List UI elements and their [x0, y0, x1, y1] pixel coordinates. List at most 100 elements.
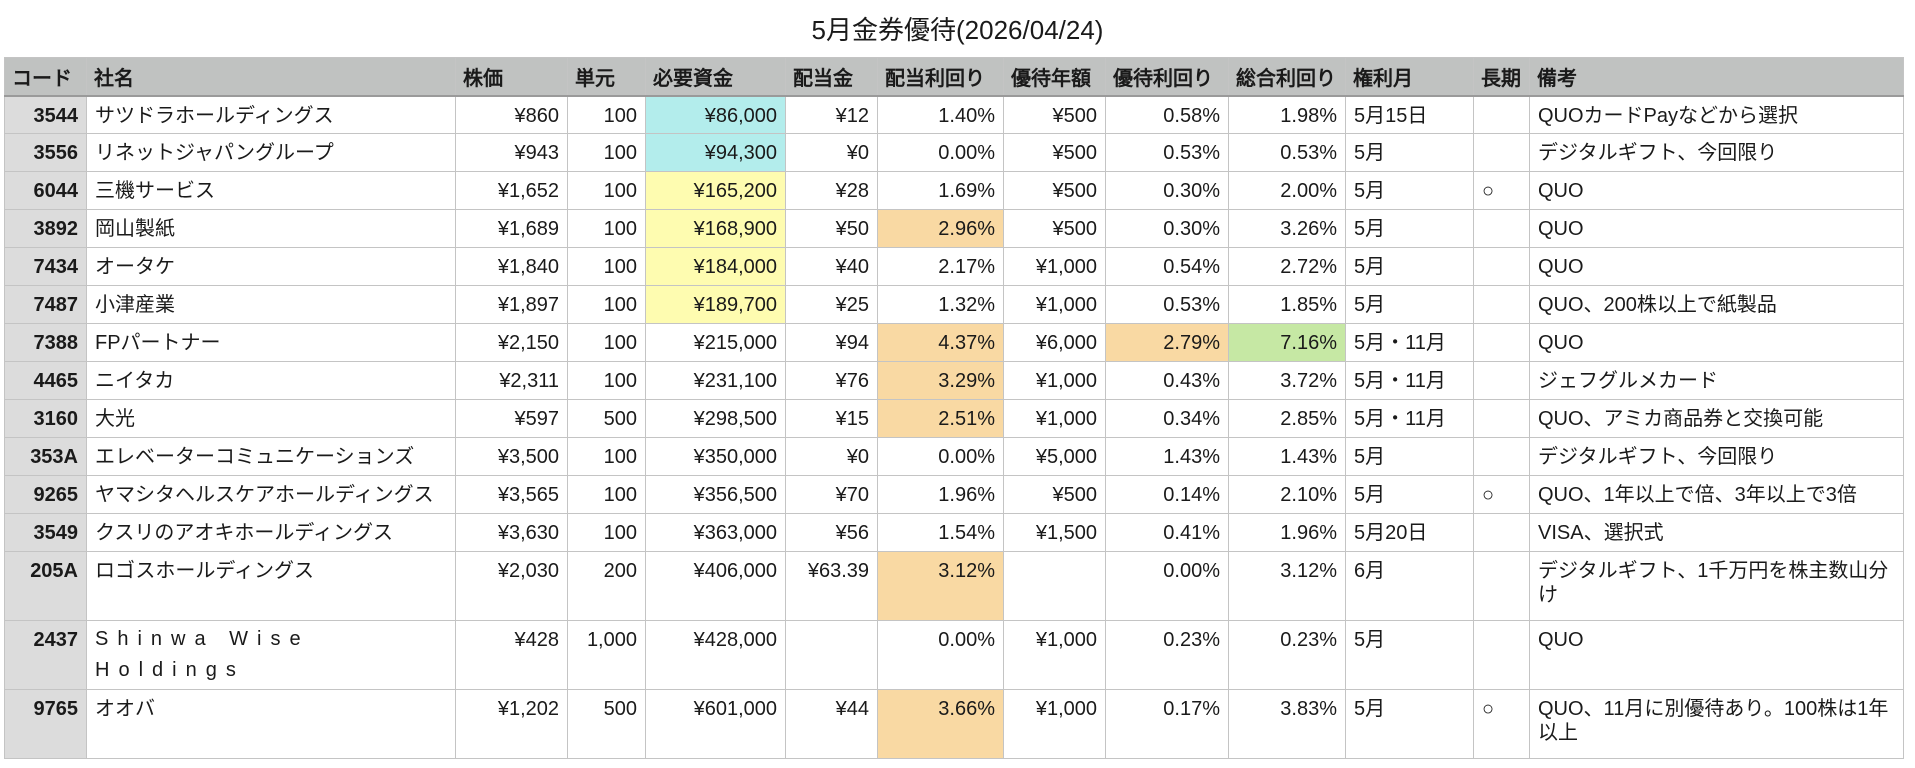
cell-dividend-yield[interactable]: 1.32%	[877, 285, 1004, 324]
cell-unit[interactable]: 500	[567, 689, 646, 759]
header-benefit-yield[interactable]: 優待利回り	[1105, 57, 1229, 97]
cell-notes[interactable]: QUO	[1529, 323, 1904, 362]
cell-total-yield[interactable]: 3.72%	[1228, 361, 1346, 400]
cell-total-yield[interactable]: 1.43%	[1228, 437, 1346, 476]
cell-required-capital[interactable]: ¥428,000	[645, 620, 786, 690]
cell-required-capital[interactable]: ¥363,000	[645, 513, 786, 552]
cell-dividend[interactable]	[785, 620, 878, 690]
cell-unit[interactable]: 100	[567, 323, 646, 362]
header-notes[interactable]: 備考	[1529, 57, 1904, 97]
cell-code[interactable]: 353A	[4, 437, 87, 476]
cell-dividend-yield[interactable]: 3.12%	[877, 551, 1004, 621]
cell-benefit-yield[interactable]: 0.30%	[1105, 209, 1229, 248]
cell-price[interactable]: ¥943	[455, 133, 568, 172]
cell-benefit-amount[interactable]: ¥1,000	[1003, 689, 1106, 759]
cell-total-yield[interactable]: 2.10%	[1228, 475, 1346, 514]
cell-required-capital[interactable]: ¥231,100	[645, 361, 786, 400]
cell-benefit-yield[interactable]: 0.41%	[1105, 513, 1229, 552]
cell-long-term[interactable]	[1473, 437, 1530, 476]
cell-dividend-yield[interactable]: 2.51%	[877, 399, 1004, 438]
cell-company-name[interactable]: ニイタカ	[86, 361, 456, 400]
cell-unit[interactable]: 100	[567, 247, 646, 286]
cell-unit[interactable]: 100	[567, 437, 646, 476]
cell-benefit-yield[interactable]: 0.23%	[1105, 620, 1229, 690]
cell-price[interactable]: ¥428	[455, 620, 568, 690]
cell-dividend-yield[interactable]: 3.66%	[877, 689, 1004, 759]
cell-required-capital[interactable]: ¥94,300	[645, 133, 786, 172]
cell-long-term[interactable]	[1473, 361, 1530, 400]
cell-price[interactable]: ¥597	[455, 399, 568, 438]
cell-price[interactable]: ¥860	[455, 95, 568, 134]
cell-company-name[interactable]: 大光	[86, 399, 456, 438]
cell-notes[interactable]: QUO	[1529, 209, 1904, 248]
header-dividend-yield[interactable]: 配当利回り	[877, 57, 1004, 97]
cell-total-yield[interactable]: 7.16%	[1228, 323, 1346, 362]
cell-long-term[interactable]	[1473, 285, 1530, 324]
cell-required-capital[interactable]: ¥165,200	[645, 171, 786, 210]
cell-dividend-yield[interactable]: 4.37%	[877, 323, 1004, 362]
cell-long-term[interactable]: ○	[1473, 475, 1530, 514]
header-required-capital[interactable]: 必要資金	[645, 57, 786, 97]
cell-price[interactable]: ¥1,652	[455, 171, 568, 210]
cell-total-yield[interactable]: 2.85%	[1228, 399, 1346, 438]
cell-record-month[interactable]: 5月	[1345, 133, 1474, 172]
cell-unit[interactable]: 100	[567, 95, 646, 134]
cell-code[interactable]: 2437	[4, 620, 87, 690]
cell-dividend[interactable]: ¥25	[785, 285, 878, 324]
cell-company-name[interactable]: オータケ	[86, 247, 456, 286]
cell-code[interactable]: 3544	[4, 95, 87, 134]
cell-benefit-yield[interactable]: 0.14%	[1105, 475, 1229, 514]
cell-record-month[interactable]: 5月20日	[1345, 513, 1474, 552]
cell-price[interactable]: ¥2,030	[455, 551, 568, 621]
cell-dividend[interactable]: ¥56	[785, 513, 878, 552]
cell-price[interactable]: ¥3,500	[455, 437, 568, 476]
cell-benefit-amount[interactable]: ¥500	[1003, 171, 1106, 210]
cell-record-month[interactable]: 5月	[1345, 437, 1474, 476]
cell-dividend[interactable]: ¥94	[785, 323, 878, 362]
cell-total-yield[interactable]: 3.83%	[1228, 689, 1346, 759]
cell-unit[interactable]: 1,000	[567, 620, 646, 690]
cell-dividend[interactable]: ¥63.39	[785, 551, 878, 621]
cell-company-name[interactable]: ヤマシタヘルスケアホールディングス	[86, 475, 456, 514]
cell-company-name[interactable]: 小津産業	[86, 285, 456, 324]
cell-price[interactable]: ¥3,565	[455, 475, 568, 514]
cell-dividend-yield[interactable]: 2.17%	[877, 247, 1004, 286]
cell-dividend-yield[interactable]: 1.54%	[877, 513, 1004, 552]
cell-company-name[interactable]: 岡山製紙	[86, 209, 456, 248]
cell-benefit-yield[interactable]: 1.43%	[1105, 437, 1229, 476]
cell-benefit-yield[interactable]: 0.58%	[1105, 95, 1229, 134]
cell-long-term[interactable]	[1473, 133, 1530, 172]
cell-total-yield[interactable]: 0.53%	[1228, 133, 1346, 172]
cell-unit[interactable]: 100	[567, 513, 646, 552]
cell-long-term[interactable]	[1473, 247, 1530, 286]
cell-code[interactable]: 9265	[4, 475, 87, 514]
cell-notes[interactable]: QUO、アミカ商品券と交換可能	[1529, 399, 1904, 438]
cell-benefit-amount[interactable]: ¥5,000	[1003, 437, 1106, 476]
cell-required-capital[interactable]: ¥215,000	[645, 323, 786, 362]
header-record-month[interactable]: 権利月	[1345, 57, 1474, 97]
cell-record-month[interactable]: 5月・11月	[1345, 361, 1474, 400]
cell-code[interactable]: 6044	[4, 171, 87, 210]
cell-price[interactable]: ¥1,202	[455, 689, 568, 759]
cell-required-capital[interactable]: ¥86,000	[645, 95, 786, 134]
cell-code[interactable]: 205A	[4, 551, 87, 621]
cell-total-yield[interactable]: 3.12%	[1228, 551, 1346, 621]
cell-required-capital[interactable]: ¥350,000	[645, 437, 786, 476]
cell-total-yield[interactable]: 1.96%	[1228, 513, 1346, 552]
header-long-term[interactable]: 長期	[1473, 57, 1530, 97]
cell-code[interactable]: 7388	[4, 323, 87, 362]
cell-benefit-yield[interactable]: 0.54%	[1105, 247, 1229, 286]
cell-benefit-yield[interactable]: 0.53%	[1105, 285, 1229, 324]
cell-dividend-yield[interactable]: 3.29%	[877, 361, 1004, 400]
cell-code[interactable]: 3549	[4, 513, 87, 552]
cell-long-term[interactable]	[1473, 399, 1530, 438]
cell-long-term[interactable]	[1473, 551, 1530, 621]
cell-notes[interactable]: QUO	[1529, 620, 1904, 690]
cell-total-yield[interactable]: 1.98%	[1228, 95, 1346, 134]
cell-unit[interactable]: 100	[567, 361, 646, 400]
cell-notes[interactable]: QUO	[1529, 247, 1904, 286]
cell-required-capital[interactable]: ¥189,700	[645, 285, 786, 324]
cell-long-term[interactable]	[1473, 323, 1530, 362]
cell-dividend-yield[interactable]: 0.00%	[877, 620, 1004, 690]
cell-benefit-yield[interactable]: 0.30%	[1105, 171, 1229, 210]
